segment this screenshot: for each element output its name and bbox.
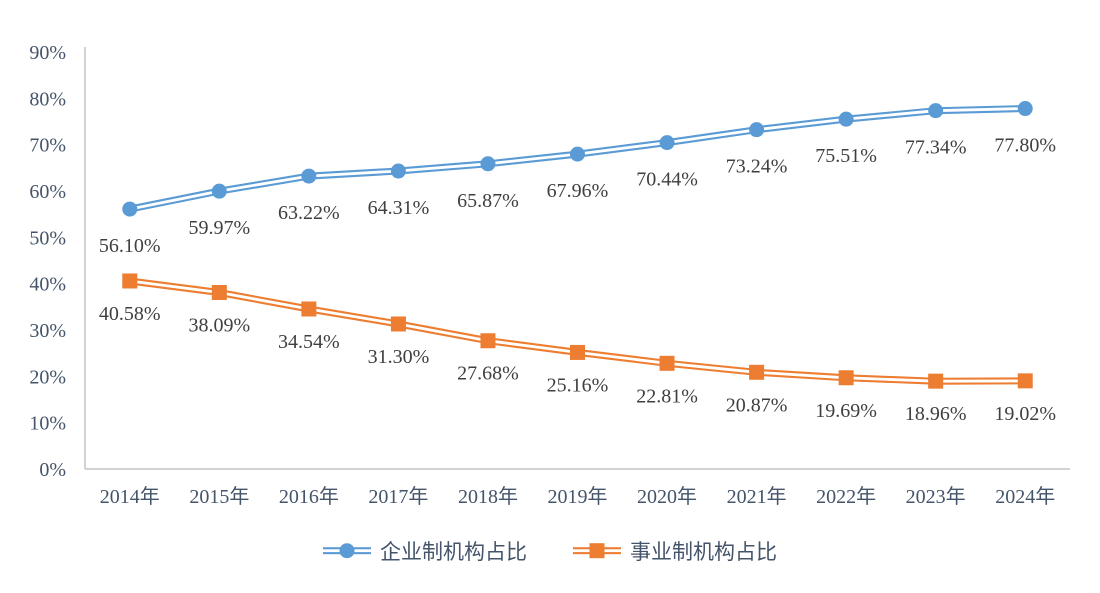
x-axis-label: 2014年 — [100, 485, 160, 508]
data-label: 77.80% — [994, 135, 1056, 157]
data-point-marker — [122, 201, 138, 217]
data-point-marker — [1017, 101, 1033, 117]
data-point-marker — [570, 344, 585, 360]
data-point-marker — [749, 122, 765, 138]
y-tick-label: 20% — [29, 366, 66, 388]
data-label: 19.02% — [994, 403, 1056, 425]
y-tick-label: 70% — [29, 135, 66, 157]
x-axis-label: 2023年 — [906, 485, 966, 508]
data-label: 67.96% — [547, 180, 609, 202]
data-point-marker — [211, 183, 227, 199]
data-point-marker — [390, 163, 406, 179]
data-label: 56.10% — [99, 235, 161, 257]
legend-item-enterprise: 企业制机构占比 — [323, 536, 527, 566]
x-axis-label: 2018年 — [458, 485, 518, 508]
data-label: 59.97% — [188, 217, 250, 239]
data-label: 22.81% — [636, 385, 698, 407]
data-point-marker — [480, 156, 496, 172]
data-label: 40.58% — [99, 303, 161, 325]
y-tick-label: 30% — [29, 320, 66, 342]
y-tick-label: 80% — [29, 88, 66, 110]
data-point-marker — [659, 355, 675, 371]
data-point-marker — [928, 103, 944, 119]
data-point-marker — [570, 146, 585, 162]
data-point-marker — [838, 111, 854, 127]
x-axis-label: 2020年 — [637, 485, 697, 508]
y-tick-label: 60% — [29, 181, 66, 203]
data-label: 19.69% — [815, 400, 877, 422]
data-point-marker — [301, 301, 317, 317]
series-line-outer-1 — [126, 277, 1029, 385]
x-axis-label: 2024年 — [995, 485, 1055, 508]
x-axis-label: 2021年 — [727, 485, 787, 508]
data-point-marker — [838, 370, 854, 386]
data-label: 20.87% — [726, 394, 788, 416]
legend-marker — [339, 543, 355, 559]
data-label: 27.68% — [457, 363, 519, 385]
data-label: 70.44% — [636, 169, 698, 191]
data-point-marker — [122, 273, 138, 289]
y-tick-label: 50% — [29, 227, 66, 249]
x-axis-label: 2016年 — [279, 485, 339, 508]
data-label: 31.30% — [368, 346, 430, 368]
data-point-marker — [928, 373, 944, 389]
y-tick-label: 10% — [29, 413, 66, 435]
x-axis-label: 2022年 — [816, 485, 876, 508]
data-point-marker — [1017, 373, 1033, 389]
legend-item-public: 事业制机构占比 — [573, 536, 777, 566]
data-point-marker — [301, 168, 317, 184]
y-tick-label: 40% — [29, 274, 66, 296]
y-tick-label: 90% — [29, 42, 66, 64]
y-tick-label: 0% — [39, 459, 66, 481]
data-label: 34.54% — [278, 331, 340, 353]
data-point-marker — [390, 316, 406, 332]
data-label: 73.24% — [726, 156, 788, 178]
legend-label-enterprise: 企业制机构占比 — [380, 540, 527, 564]
x-axis-label: 2015年 — [189, 485, 249, 508]
legend-line-square-marker-icon — [573, 543, 621, 559]
data-label: 77.34% — [905, 137, 967, 159]
data-label: 65.87% — [457, 190, 519, 212]
data-point-marker — [659, 135, 675, 151]
series-line-core-1 — [128, 279, 1027, 383]
legend-label-public: 事业制机构占比 — [630, 540, 777, 564]
legend-line-circle-marker-icon — [323, 543, 371, 559]
chart-legend: 企业制机构占比 事业制机构占比 — [0, 536, 1100, 566]
data-point-marker — [749, 364, 765, 380]
x-axis-label: 2019年 — [548, 485, 608, 508]
data-label: 75.51% — [815, 145, 877, 167]
x-axis-label: 2017年 — [368, 485, 428, 508]
data-label: 64.31% — [368, 197, 430, 219]
data-label: 18.96% — [905, 403, 967, 425]
data-point-marker — [480, 333, 496, 349]
data-point-marker — [211, 285, 227, 301]
data-label: 63.22% — [278, 202, 340, 224]
data-label: 25.16% — [547, 374, 609, 396]
legend-marker — [589, 543, 605, 559]
line-chart: 0% 10% 20% 30% 40% 50% 60% 70% 80% 90% 2014年 2015年 2… — [29, 42, 1070, 508]
data-label: 38.09% — [188, 315, 250, 337]
